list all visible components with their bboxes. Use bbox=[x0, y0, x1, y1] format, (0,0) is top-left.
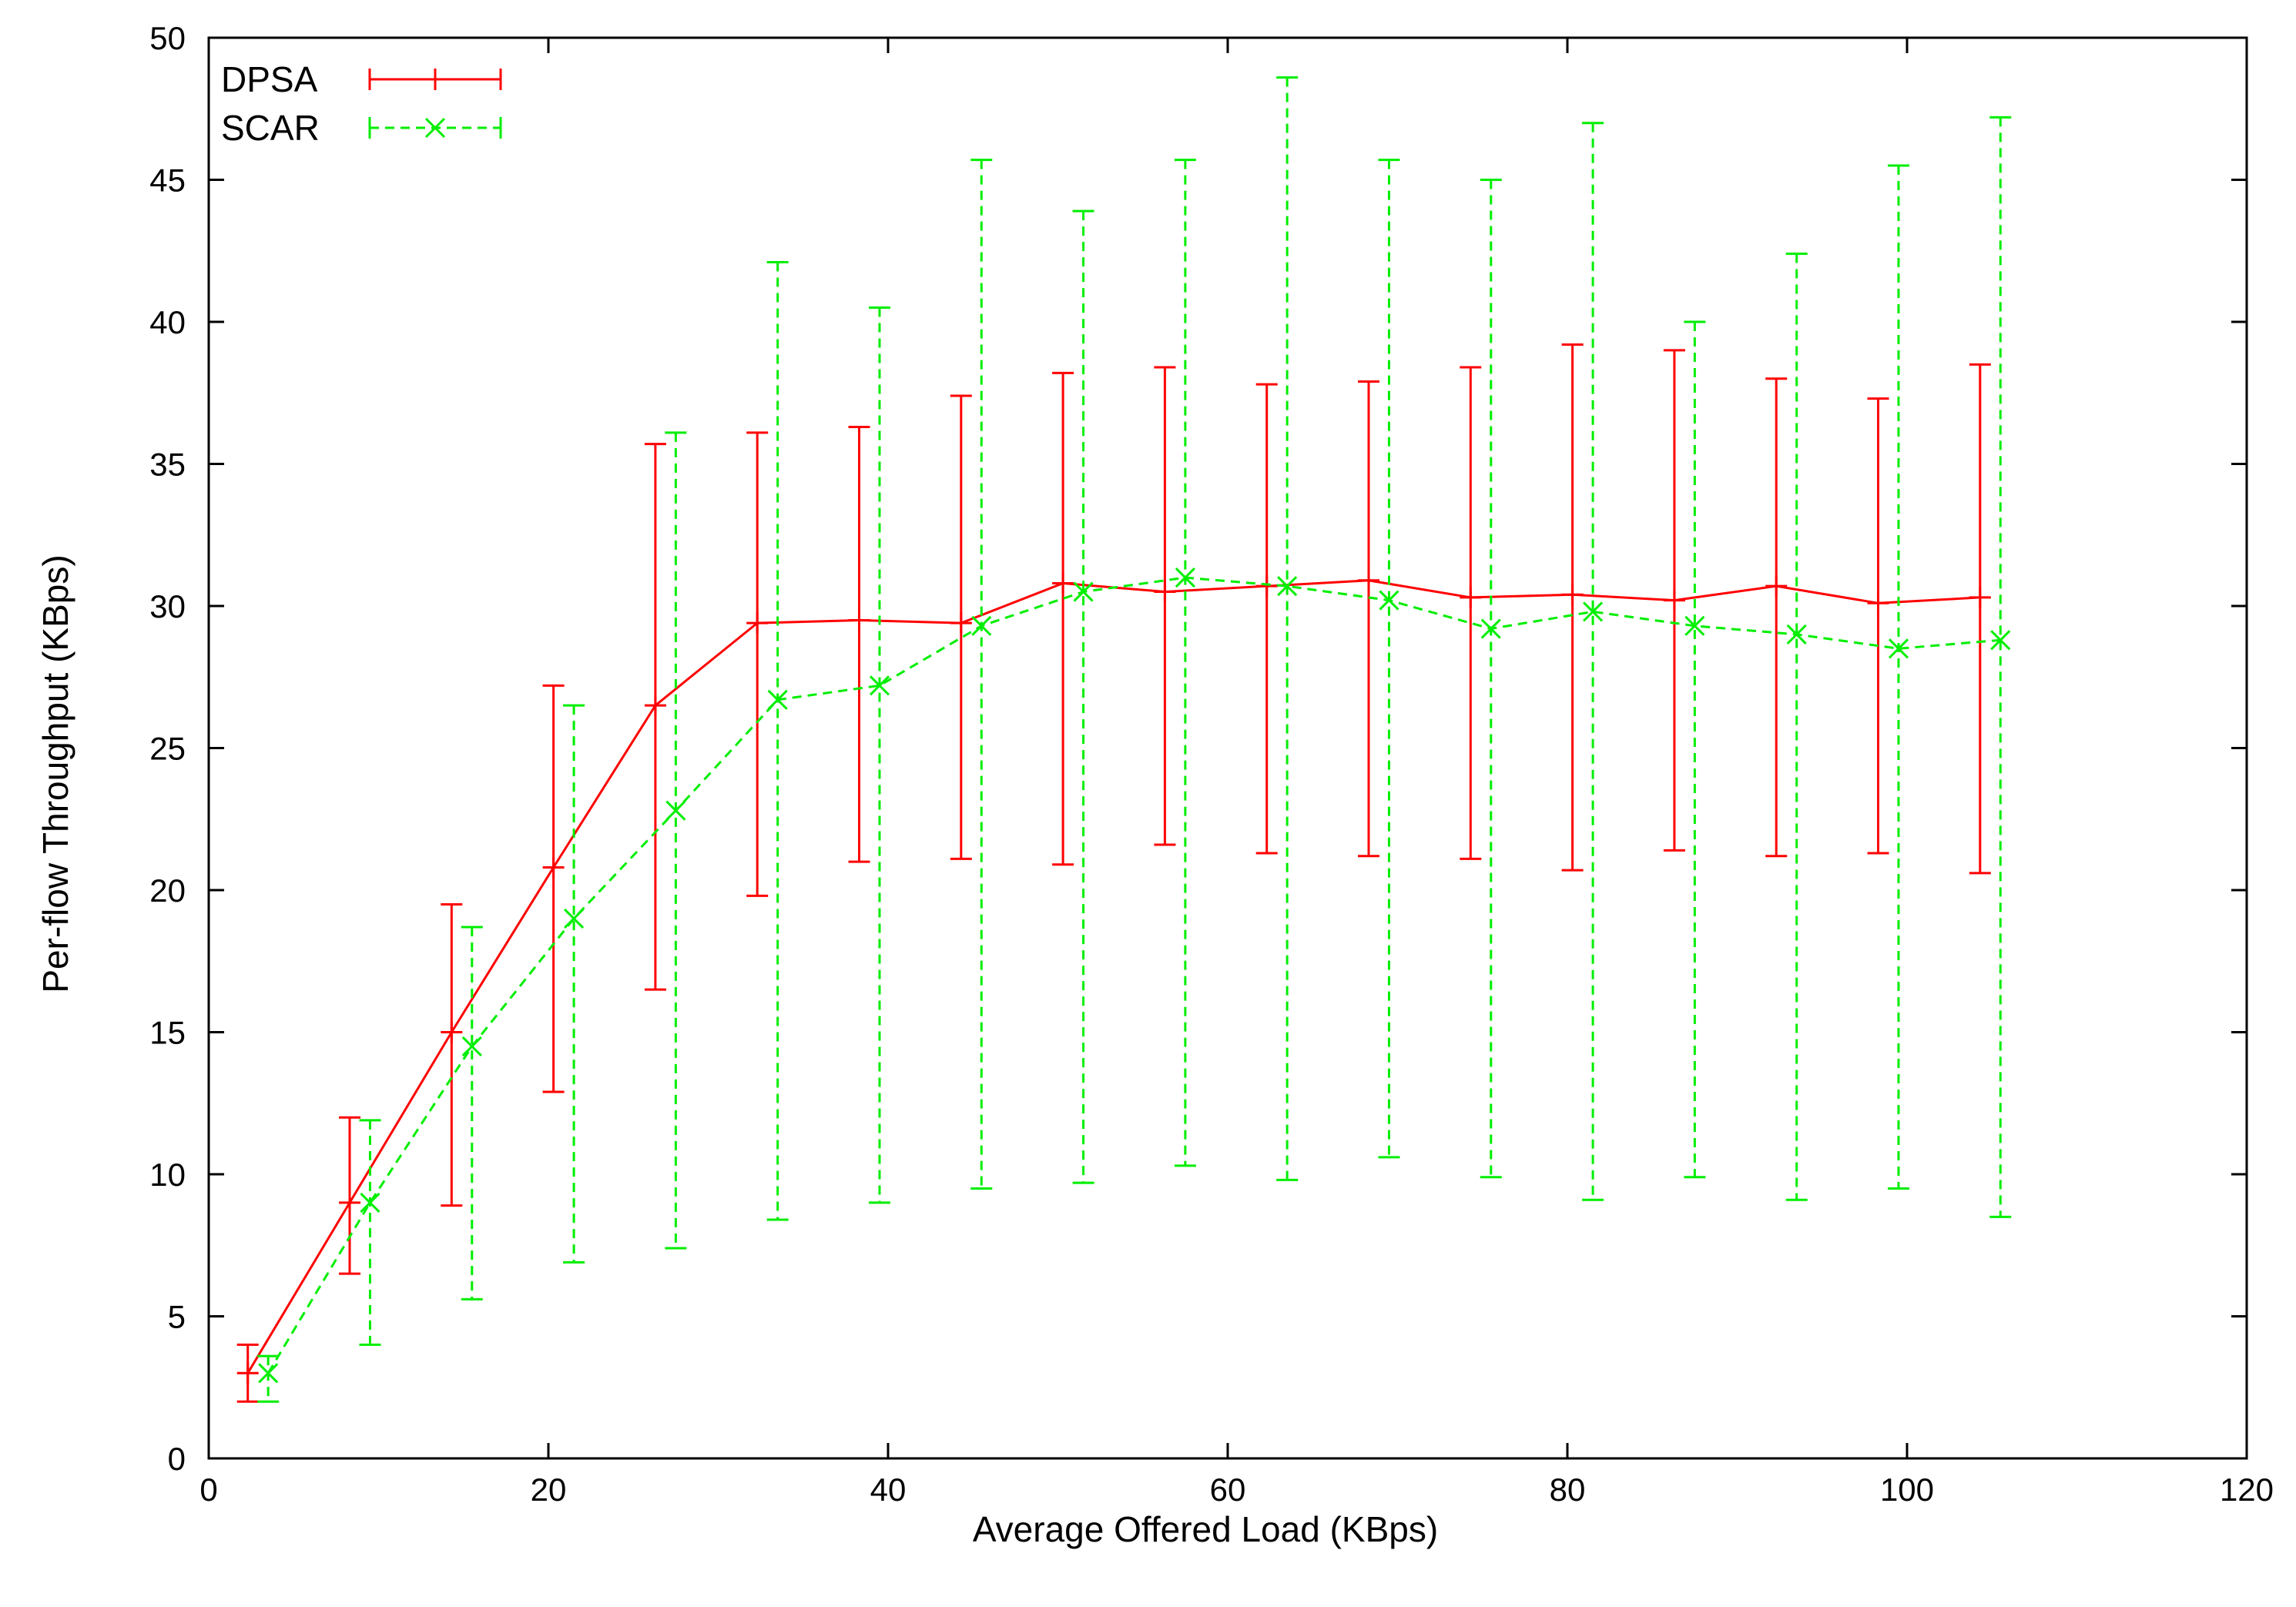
marker-scar bbox=[1379, 590, 1399, 611]
series-scar bbox=[257, 76, 2012, 1403]
data-point-dpsa bbox=[1561, 584, 1584, 606]
y-tick-label: 35 bbox=[149, 447, 186, 483]
data-point-dpsa bbox=[1969, 586, 1991, 608]
legend-entry-scar: SCAR bbox=[221, 108, 502, 148]
series-line-scar bbox=[266, 576, 2001, 1374]
y-tick-label: 25 bbox=[149, 731, 186, 767]
plot-area bbox=[236, 76, 2012, 1403]
data-point-scar bbox=[767, 689, 788, 710]
marker-scar bbox=[1480, 618, 1501, 639]
data-point-scar bbox=[258, 1363, 279, 1384]
data-point-scar bbox=[1990, 630, 2011, 651]
data-point-scar bbox=[1684, 615, 1705, 636]
axes: 0 20 40 60 80 100 120 0 5 10 15 20 25 30 35 40 45 50 bbox=[149, 20, 2274, 1508]
data-point-dpsa bbox=[950, 612, 972, 634]
y-tick-label: 20 bbox=[149, 872, 186, 909]
series-dpsa bbox=[236, 343, 1991, 1403]
marker-scar bbox=[258, 1363, 279, 1384]
data-point-scar bbox=[360, 1192, 380, 1213]
data-point-scar bbox=[869, 675, 890, 696]
data-point-dpsa bbox=[441, 1021, 463, 1043]
data-point-scar bbox=[1175, 567, 1195, 588]
x-tick-label: 60 bbox=[1210, 1471, 1246, 1508]
y-tick-label: 50 bbox=[149, 20, 186, 56]
data-point-scar bbox=[564, 908, 585, 929]
marker-scar bbox=[1684, 615, 1705, 636]
marker-scar bbox=[1583, 601, 1604, 622]
marker-scar bbox=[971, 615, 992, 636]
legend-marker-scar bbox=[424, 117, 446, 139]
marker-scar bbox=[1990, 630, 2011, 651]
data-point-dpsa bbox=[1052, 572, 1074, 594]
x-axis-label: Average Offered Load (KBps) bbox=[973, 1509, 1438, 1549]
data-point-dpsa bbox=[542, 856, 565, 879]
y-tick-label: 40 bbox=[149, 304, 186, 340]
y-tick-label: 5 bbox=[168, 1299, 186, 1335]
data-point-dpsa bbox=[236, 1362, 259, 1384]
marker-scar bbox=[1175, 567, 1195, 588]
marker-scar bbox=[665, 800, 686, 821]
data-point-scar bbox=[1786, 624, 1807, 644]
series-line-dpsa bbox=[246, 579, 1980, 1374]
x-tick-label: 40 bbox=[870, 1471, 907, 1508]
data-point-dpsa bbox=[1867, 592, 1889, 614]
marker-scar bbox=[461, 1036, 482, 1057]
marker-scar bbox=[869, 675, 890, 696]
data-point-scar bbox=[1583, 601, 1604, 622]
legend: DPSA SCAR bbox=[221, 59, 502, 148]
marker-scar bbox=[1073, 581, 1094, 602]
x-tick-label: 80 bbox=[1550, 1471, 1586, 1508]
data-point-dpsa bbox=[1255, 575, 1278, 598]
x-tick-label: 20 bbox=[531, 1471, 567, 1508]
data-point-scar bbox=[1480, 618, 1501, 639]
data-point-scar bbox=[461, 1036, 482, 1057]
data-point-scar bbox=[971, 615, 992, 636]
data-point-dpsa bbox=[1663, 589, 1685, 611]
data-point-scar bbox=[1073, 581, 1094, 602]
legend-entry-dpsa: DPSA bbox=[221, 59, 502, 99]
y-tick-label: 45 bbox=[149, 162, 186, 199]
y-axis-label: Per-flow Throughput (KBps) bbox=[35, 554, 75, 993]
data-point-scar bbox=[1277, 576, 1298, 597]
data-point-dpsa bbox=[1765, 575, 1788, 598]
x-tick-label: 0 bbox=[199, 1471, 217, 1508]
y-tick-label: 15 bbox=[149, 1015, 186, 1051]
data-point-dpsa bbox=[1154, 581, 1176, 603]
data-point-dpsa bbox=[1358, 569, 1380, 591]
x-tick-label: 120 bbox=[2220, 1471, 2274, 1508]
marker-scar bbox=[564, 908, 585, 929]
data-point-scar bbox=[665, 800, 686, 821]
marker-scar bbox=[1888, 638, 1909, 659]
data-point-scar bbox=[1888, 638, 1909, 659]
plot-frame bbox=[207, 36, 2248, 1460]
legend-label-scar: SCAR bbox=[221, 108, 320, 148]
legend-label-dpsa: DPSA bbox=[221, 59, 318, 99]
x-tick-label: 100 bbox=[1880, 1471, 1934, 1508]
y-tick-label: 10 bbox=[149, 1157, 186, 1193]
data-point-dpsa bbox=[644, 695, 666, 717]
data-point-dpsa bbox=[848, 609, 870, 631]
data-point-dpsa bbox=[1460, 586, 1482, 608]
marker-scar bbox=[1786, 624, 1807, 644]
marker-scar bbox=[1277, 576, 1298, 597]
marker-scar bbox=[767, 689, 788, 710]
data-point-dpsa bbox=[339, 1191, 361, 1214]
y-tick-label: 0 bbox=[168, 1441, 186, 1477]
y-tick-label: 30 bbox=[149, 588, 186, 624]
data-point-dpsa bbox=[746, 612, 769, 634]
data-point-scar bbox=[1379, 590, 1399, 611]
marker-scar bbox=[360, 1192, 380, 1213]
